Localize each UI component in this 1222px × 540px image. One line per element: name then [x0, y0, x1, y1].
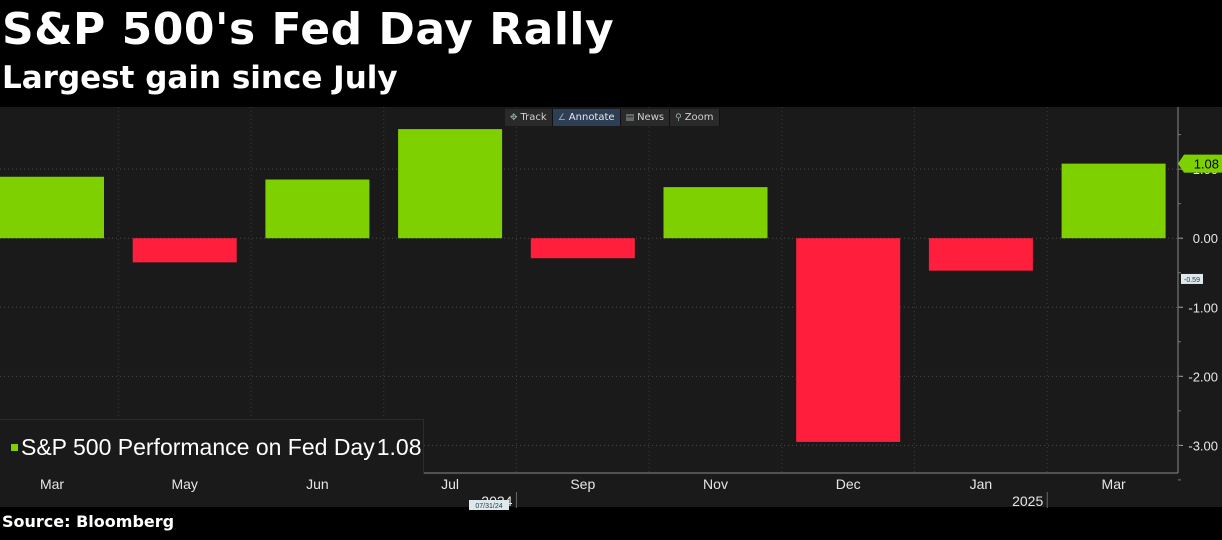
bar [265, 179, 370, 239]
news-icon: ▤ [625, 112, 635, 123]
annotate-button[interactable]: ∠ Annotate [552, 109, 621, 126]
bar [398, 129, 503, 239]
magnifier-icon: ⚲ [675, 112, 682, 123]
last-value-label: 1.08 [1194, 157, 1219, 172]
legend-swatch [11, 443, 18, 451]
x-date-marker [469, 500, 509, 510]
y-tick-label: -1.00 [1188, 300, 1218, 315]
y-tick-label: -2.00 [1188, 369, 1218, 384]
track-label: Track [520, 112, 547, 123]
y-tick-label: -3.00 [1188, 438, 1218, 453]
source-note: Source: Bloomberg [2, 512, 175, 531]
bar [928, 238, 1033, 271]
secondary-marker [1181, 273, 1203, 284]
x-tick-label: Mar [1102, 476, 1126, 492]
pencil-icon: ∠ [557, 112, 566, 123]
bar [1061, 163, 1166, 239]
x-tick-label: Jan [970, 476, 993, 492]
bar [530, 238, 635, 259]
year-label: 2025 [1012, 493, 1043, 509]
track-button[interactable]: ✥ Track [505, 109, 553, 126]
x-tick-label: Dec [836, 476, 861, 492]
bar [132, 238, 237, 263]
x-tick-label: Jun [306, 476, 329, 492]
zoom-label: Zoom [684, 112, 714, 123]
last-value-marker [1178, 154, 1222, 173]
bar [796, 238, 901, 442]
x-tick-label: Mar [40, 476, 64, 492]
y-tick-label: 0.00 [1193, 231, 1218, 246]
x-tick-label: Nov [703, 476, 728, 492]
bar [0, 176, 104, 239]
x-tick-label: Jul [441, 476, 459, 492]
news-label: News [637, 112, 665, 123]
annotate-label: Annotate [568, 112, 615, 123]
chart-subtitle: Largest gain since July [2, 60, 398, 96]
news-button[interactable]: ▤ News [621, 109, 671, 126]
legend-value: 1.08 [376, 433, 422, 460]
x-date-marker-label: 07/31/24 [475, 503, 502, 510]
legend: S&P 500 Performance on Fed Day 1.08 [0, 419, 424, 474]
secondary-marker-label: -0.59 [1184, 277, 1200, 284]
legend-label: S&P 500 Performance on Fed Day [21, 433, 375, 460]
x-tick-label: May [171, 476, 197, 492]
crosshair-icon: ✥ [510, 112, 518, 123]
zoom-button[interactable]: ⚲ Zoom [670, 109, 720, 126]
chart-title: S&P 500's Fed Day Rally [2, 4, 615, 55]
chart-toolbar: ✥ Track ∠ Annotate ▤ News ⚲ Zoom [505, 109, 720, 126]
x-tick-label: Sep [570, 476, 595, 492]
bar [663, 187, 768, 239]
